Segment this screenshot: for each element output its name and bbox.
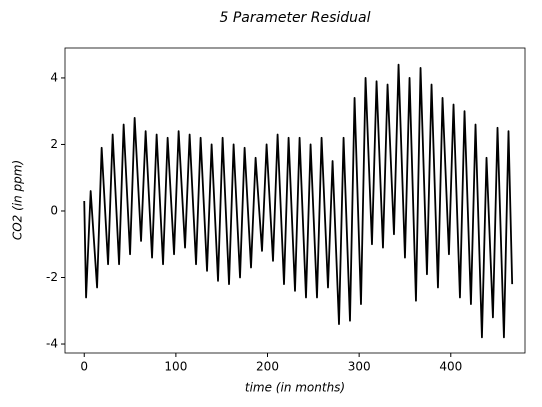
plot-frame [64, 47, 526, 354]
y-tick-label: -4 [46, 337, 58, 351]
y-axis-label: CO2 (in ppm) [11, 160, 25, 240]
x-tick-label: 400 [439, 360, 462, 374]
chart-title: 5 Parameter Residual [219, 10, 370, 26]
x-tick-label: 0 [80, 360, 88, 374]
line [83, 63, 514, 339]
y-tick-label: 2 [50, 137, 58, 151]
x-axis-label: time (in months) [245, 381, 345, 395]
x-tick-label: 100 [164, 360, 187, 374]
x-tick-label: 200 [256, 360, 279, 374]
x-tick-label: 300 [348, 360, 371, 374]
y-tick-label: 4 [50, 70, 58, 84]
y-tick-label: -2 [46, 270, 58, 284]
y-tick-label: 0 [50, 203, 58, 217]
